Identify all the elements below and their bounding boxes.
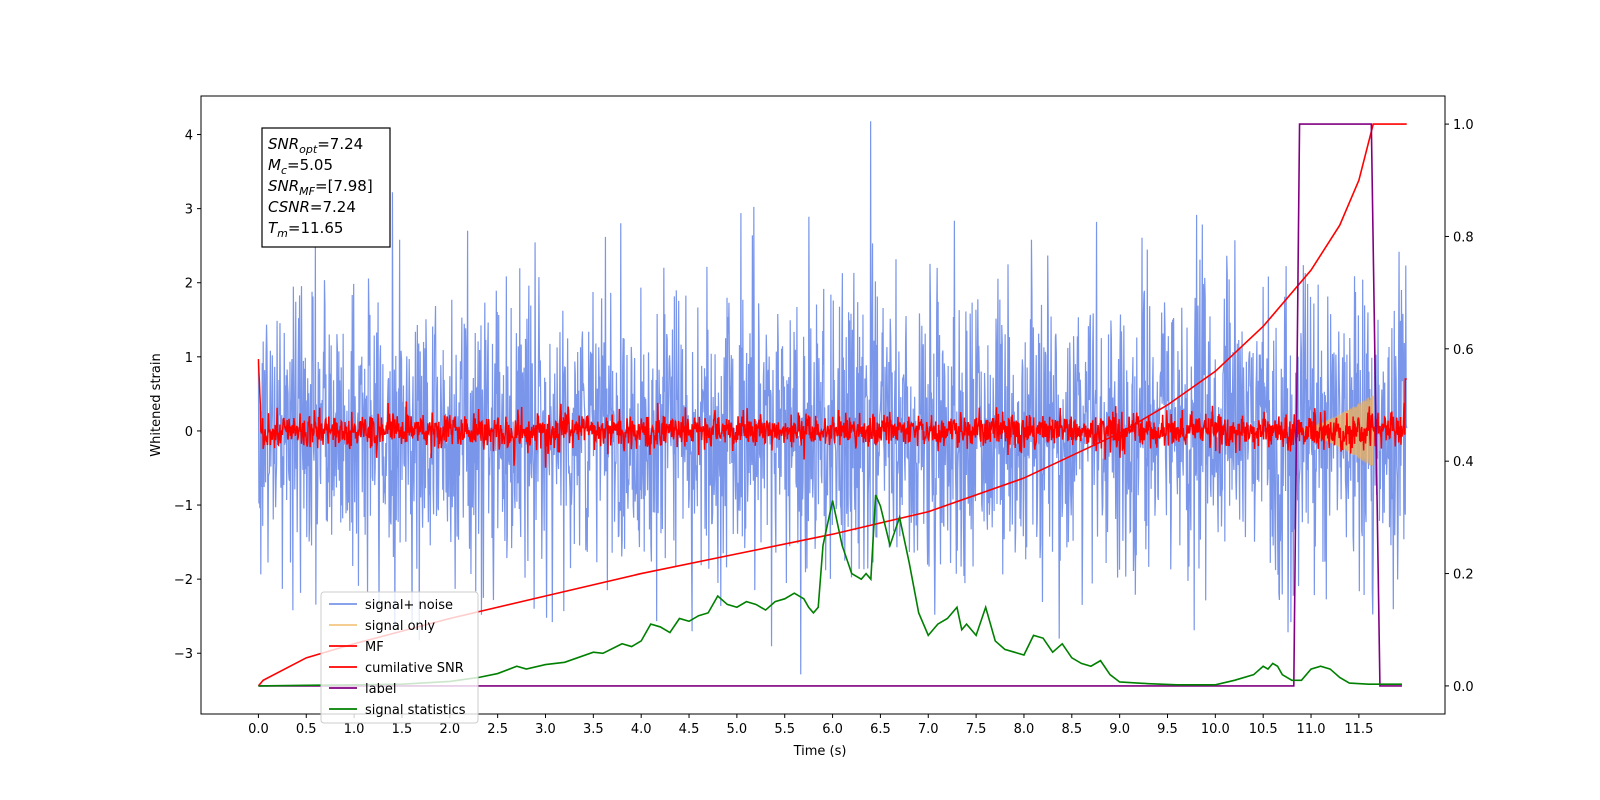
plot-frame	[200, 95, 1446, 715]
y2-tick-label: 0.6	[1453, 343, 1474, 358]
x-tick-label: 1.0	[344, 722, 365, 737]
legend: signal+ noise signal only MF cumilative SNR…	[320, 591, 479, 724]
y-tick-label: 1	[185, 351, 193, 366]
legend-label: MF	[365, 640, 384, 655]
x-axis-label: Time (s)	[793, 744, 847, 759]
y-tick-label: 3	[185, 203, 193, 218]
x-tick-label: 11.0	[1297, 722, 1326, 737]
y-tick-label: −3	[174, 647, 193, 662]
x-tick-label: 6.0	[822, 722, 843, 737]
x-tick-label: 3.5	[583, 722, 604, 737]
y-axis-right: 0.0 0.2 0.4 0.6 0.8 1.0	[1445, 118, 1474, 695]
legend-frame	[320, 591, 479, 724]
y2-tick-label: 0.8	[1453, 230, 1474, 245]
y2-tick-label: 0.0	[1453, 680, 1474, 695]
legend-label: signal statistics	[365, 703, 466, 718]
legend-label: cumilative SNR	[365, 661, 464, 676]
x-tick-label: 3.0	[535, 722, 556, 737]
x-tick-label: 6.5	[870, 722, 891, 737]
x-tick-label: 4.5	[679, 722, 700, 737]
x-tick-label: 8.5	[1061, 722, 1082, 737]
x-tick-label: 5.0	[727, 722, 748, 737]
x-tick-label: 10.0	[1201, 722, 1230, 737]
x-tick-label: 9.5	[1157, 722, 1178, 737]
x-tick-label: 7.5	[966, 722, 987, 737]
info-line: SNRMF=[7.98]	[268, 177, 373, 198]
series-label	[258, 123, 1402, 687]
y-tick-label: −2	[174, 573, 193, 588]
info-box-frame	[261, 127, 391, 248]
y-axis-label: Whitened strain	[149, 353, 164, 456]
x-tick-label: 0.5	[296, 722, 317, 737]
x-tick-label: 1.5	[392, 722, 413, 737]
y-axis-left: −3 −2 −1 0 1 2 3 4	[174, 129, 201, 662]
legend-label: signal+ noise	[365, 598, 453, 613]
x-tick-label: 2.5	[487, 722, 508, 737]
y2-tick-label: 0.2	[1453, 568, 1474, 583]
info-line: SNRopt=7.24	[268, 135, 363, 156]
y-tick-label: −1	[174, 499, 193, 514]
legend-label: label	[365, 682, 396, 697]
x-tick-label: 9.0	[1109, 722, 1130, 737]
series-signal-statistics	[258, 494, 1402, 687]
x-tick-label: 8.0	[1014, 722, 1035, 737]
info-line: Mc=5.05	[268, 156, 333, 177]
x-tick-label: 10.5	[1249, 722, 1278, 737]
x-tick-label: 5.5	[774, 722, 795, 737]
y2-tick-label: 1.0	[1453, 118, 1474, 133]
info-line: Tm=11.65	[268, 219, 343, 240]
x-tick-label: 2.0	[439, 722, 460, 737]
x-axis: 0.0 0.5 1.0 1.5 2.0 2.5 3.0 3.5 4.0 4.5 5.0 5.5 6.0 6…	[248, 714, 1373, 737]
series-mf	[257, 359, 1407, 468]
x-tick-label: 4.0	[631, 722, 652, 737]
y-tick-label: 2	[185, 277, 193, 292]
info-line: CSNR=7.24	[268, 198, 356, 216]
legend-label: signal only	[365, 619, 435, 634]
series-signal-noise	[257, 121, 1408, 675]
y-tick-label: 0	[185, 425, 193, 440]
y2-tick-label: 0.4	[1453, 455, 1474, 470]
x-tick-label: 0.0	[248, 722, 269, 737]
y-tick-label: 4	[185, 129, 193, 144]
x-tick-label: 7.0	[918, 722, 939, 737]
x-tick-label: 11.5	[1344, 722, 1373, 737]
